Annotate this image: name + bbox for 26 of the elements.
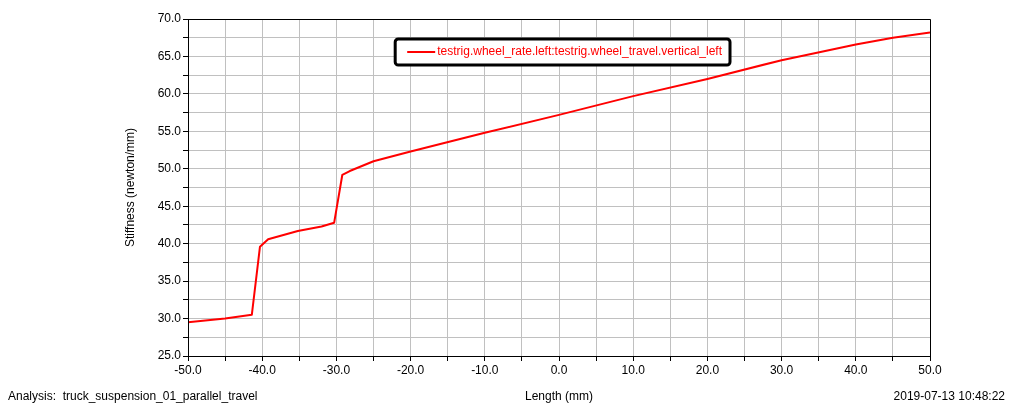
x-tick-label: 50.0 (918, 362, 942, 377)
text: Analysis: truck_suspension_01_parallel_travel (8, 389, 258, 403)
x-tick-label: -20.0 (396, 362, 425, 377)
y-tick-label: 30.0 (157, 310, 182, 325)
x-tick-label: 10.0 (621, 362, 646, 377)
y-axis-title: Stiffness (newton/mm) (123, 127, 137, 248)
y-tick-label: 40.0 (157, 235, 182, 250)
y-tick-label: 60.0 (157, 86, 182, 101)
legend-label: testrig.wheel_rate.left:testrig.wheel_travel.vertical_left (437, 44, 723, 59)
x-tick-label: 20.0 (695, 362, 720, 377)
text: 2019-07-13 10:48:22 (893, 389, 1006, 403)
x-tick-label: 0.0 (550, 362, 568, 377)
x-axis-title: Length (mm) (524, 389, 594, 403)
x-tick-label: 40.0 (844, 362, 868, 377)
x-tick-label: -50.0 (174, 362, 202, 377)
y-tick-label: 65.0 (157, 48, 182, 63)
y-tick-label: 50.0 (157, 161, 182, 176)
y-tick-label: 25.0 (157, 348, 182, 363)
x-tick-label: -40.0 (248, 362, 277, 377)
y-tick-label: 55.0 (157, 123, 182, 138)
y-tick-label: 35.0 (157, 273, 182, 288)
x-tick-label: -10.0 (471, 362, 499, 377)
y-tick-label: 70.0 (157, 11, 182, 26)
x-tick-label: 30.0 (769, 362, 794, 377)
y-tick-label: 45.0 (157, 198, 182, 213)
x-tick-label: -30.0 (322, 362, 351, 377)
